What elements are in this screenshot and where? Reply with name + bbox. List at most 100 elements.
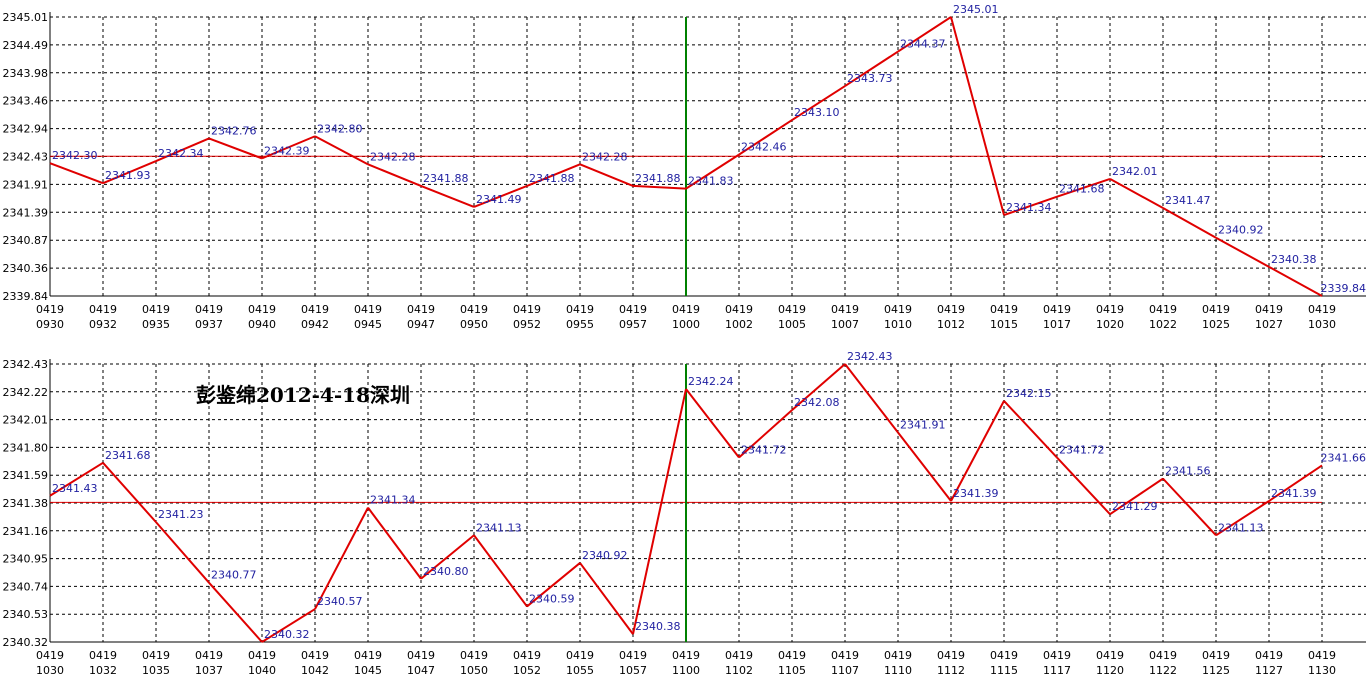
- lower-data-label: 2342.24: [688, 375, 734, 388]
- upper-y-tick-label: 2345.01: [3, 11, 49, 24]
- upper-y-tick-label: 2343.46: [3, 95, 49, 108]
- upper-x-tick-date: 0419: [248, 303, 276, 316]
- lower-series-segment: [1003, 400, 1058, 459]
- lower-data-label: 2340.57: [317, 595, 363, 608]
- lower-data-label: 2341.23: [158, 508, 204, 521]
- upper-y-tick-label: 2340.36: [3, 262, 49, 275]
- lower-x-tick-time: 1042: [301, 664, 329, 677]
- upper-x-tick-time: 0955: [566, 318, 594, 331]
- lower-x-tick-time: 1045: [354, 664, 382, 677]
- lower-data-label: 2341.72: [741, 444, 787, 457]
- lower-x-tick-date: 0419: [1043, 649, 1071, 662]
- upper-y-tick-label: 2344.49: [3, 39, 49, 52]
- lower-data-label: 2340.77: [211, 569, 257, 582]
- upper-x-tick-date: 0419: [672, 303, 700, 316]
- upper-x-tick-time: 1015: [990, 318, 1018, 331]
- upper-series-segment: [897, 16, 952, 53]
- lower-series-segment: [526, 562, 581, 608]
- upper-series-segment: [579, 163, 634, 187]
- upper-series-segment: [632, 184, 687, 190]
- upper-x-tick-time: 1005: [778, 318, 806, 331]
- upper-data-label: 2342.01: [1112, 165, 1158, 178]
- lower-y-tick-label: 2341.59: [3, 469, 49, 482]
- upper-x-tick-time: 0945: [354, 318, 382, 331]
- lower-series-segment: [1215, 500, 1270, 537]
- upper-x-tick-date: 0419: [301, 303, 329, 316]
- lower-data-label: 2341.39: [1271, 487, 1317, 500]
- lower-x-tick-date: 0419: [672, 649, 700, 662]
- upper-data-label: 2342.28: [370, 150, 416, 163]
- lower-data-label: 2342.08: [794, 396, 840, 409]
- lower-data-label: 2340.59: [529, 592, 575, 605]
- upper-data-label: 2342.46: [741, 141, 787, 154]
- upper-x-tick-date: 0419: [1043, 303, 1071, 316]
- lower-series-segment: [738, 409, 793, 459]
- lower-data-label: 2340.80: [423, 565, 469, 578]
- lower-data-label: 2341.39: [953, 487, 999, 500]
- upper-series-segment: [1268, 265, 1323, 297]
- upper-x-tick-time: 0932: [89, 318, 117, 331]
- lower-x-tick-time: 1035: [142, 664, 170, 677]
- lower-x-tick-time: 1120: [1096, 664, 1124, 677]
- upper-x-tick-time: 1012: [937, 318, 965, 331]
- upper-x-tick-time: 1002: [725, 318, 753, 331]
- lower-series-segment: [1162, 477, 1217, 536]
- upper-x-tick-date: 0419: [460, 303, 488, 316]
- lower-x-tick-time: 1110: [884, 664, 912, 677]
- upper-x-tick-date: 0419: [142, 303, 170, 316]
- lower-x-tick-date: 0419: [142, 649, 170, 662]
- lower-x-tick-time: 1107: [831, 664, 859, 677]
- lower-x-tick-time: 1127: [1255, 664, 1283, 677]
- upper-y-tick-label: 2342.43: [3, 151, 49, 164]
- upper-data-label: 2341.88: [423, 172, 469, 185]
- lower-x-tick-date: 0419: [619, 649, 647, 662]
- lower-x-tick-time: 1037: [195, 664, 223, 677]
- upper-series-segment: [526, 163, 581, 187]
- lower-series-segment: [314, 507, 369, 610]
- lower-x-tick-time: 1100: [672, 664, 700, 677]
- upper-series-segment: [314, 135, 369, 166]
- upper-data-label: 2340.38: [1271, 253, 1317, 266]
- lower-series-segment: [897, 431, 952, 502]
- upper-series-segment: [49, 162, 104, 185]
- lower-series-segment: [261, 608, 316, 643]
- upper-series-segment: [473, 184, 528, 208]
- upper-x-tick-date: 0419: [1096, 303, 1124, 316]
- lower-x-tick-time: 1047: [407, 664, 435, 677]
- upper-x-tick-date: 0419: [1255, 303, 1283, 316]
- lower-data-label: 2341.56: [1165, 465, 1211, 478]
- upper-x-tick-time: 1020: [1096, 318, 1124, 331]
- lower-series-segment: [1109, 477, 1164, 516]
- lower-series-segment: [1056, 456, 1111, 515]
- upper-x-tick-date: 0419: [89, 303, 117, 316]
- upper-x-tick-date: 0419: [566, 303, 594, 316]
- upper-x-tick-time: 0950: [460, 318, 488, 331]
- upper-y-tick-label: 2341.91: [3, 178, 49, 191]
- lower-x-tick-date: 0419: [566, 649, 594, 662]
- upper-series-segment: [1056, 177, 1111, 198]
- lower-x-tick-date: 0419: [884, 649, 912, 662]
- lower-y-tick-label: 2340.53: [3, 608, 49, 621]
- lower-series-segment: [102, 462, 157, 523]
- upper-y-tick-label: 2341.39: [3, 206, 49, 219]
- lower-x-tick-date: 0419: [89, 649, 117, 662]
- lower-series-segment: [208, 582, 263, 643]
- watermark-text: 彭鉴绵2012-4-18深圳: [196, 383, 410, 407]
- upper-x-tick-time: 0937: [195, 318, 223, 331]
- lower-series-segment: [844, 363, 899, 434]
- upper-data-label: 2342.30: [52, 149, 98, 162]
- upper-x-tick-time: 0940: [248, 318, 276, 331]
- upper-x-tick-date: 0419: [884, 303, 912, 316]
- upper-series-segment: [1215, 236, 1270, 268]
- upper-x-tick-date: 0419: [778, 303, 806, 316]
- upper-data-label: 2340.92: [1218, 224, 1264, 237]
- upper-data-label: 2341.47: [1165, 194, 1211, 207]
- lower-data-label: 2341.72: [1059, 444, 1105, 457]
- lower-y-tick-label: 2341.38: [3, 497, 49, 510]
- upper-series-segment: [102, 160, 157, 185]
- upper-data-label: 2339.84: [1321, 282, 1366, 295]
- upper-x-tick-date: 0419: [619, 303, 647, 316]
- lower-series-segment: [632, 388, 687, 635]
- lower-x-tick-time: 1032: [89, 664, 117, 677]
- lower-x-tick-time: 1102: [725, 664, 753, 677]
